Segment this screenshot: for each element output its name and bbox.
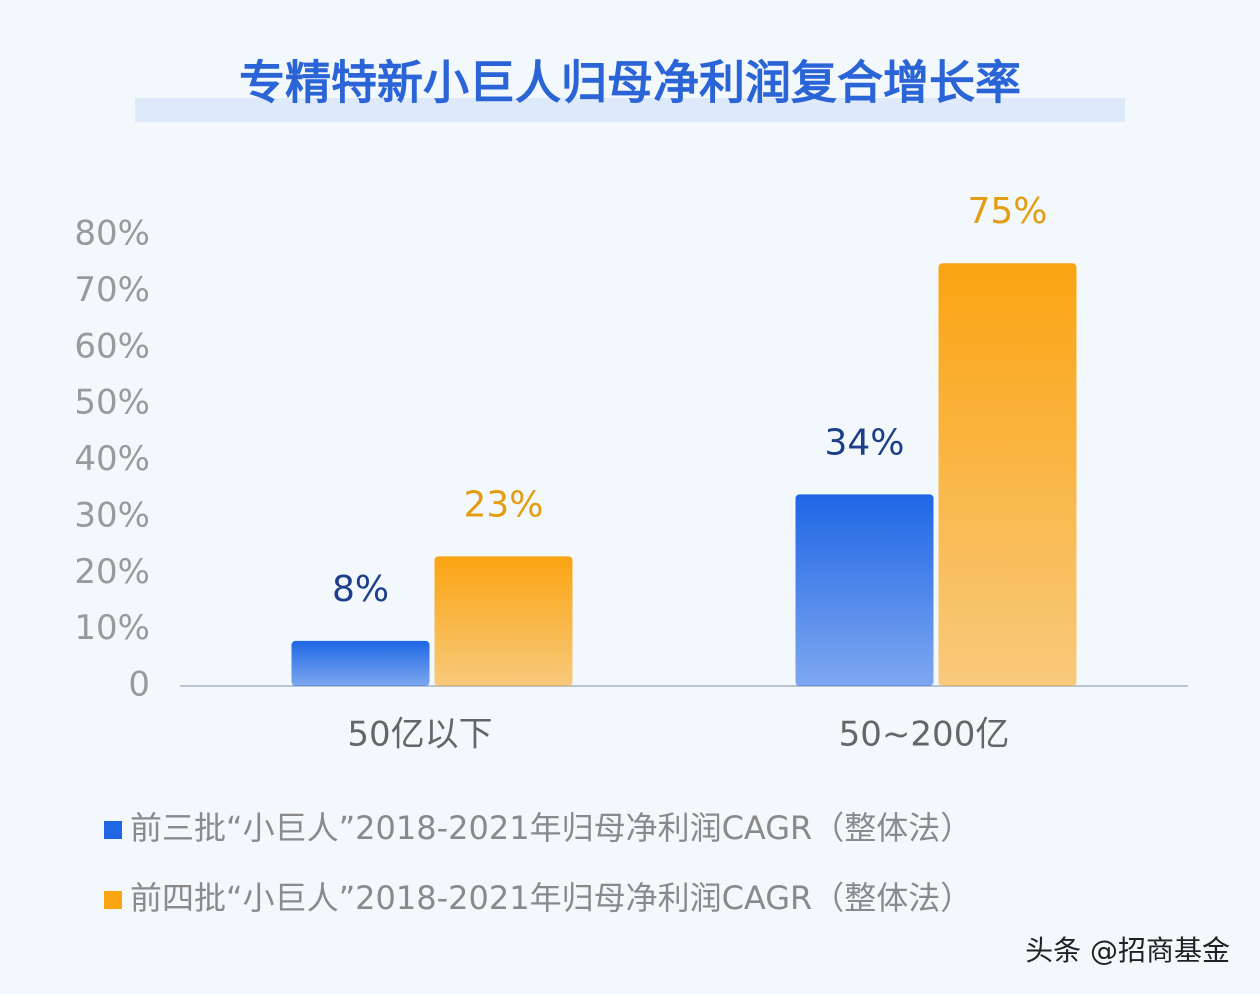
legend-label: 前四批“小巨人”2018-2021年归母净利润CAGR（整体法） [130,879,972,917]
bar [938,263,1077,686]
title-band [135,98,1125,122]
value-label: 34% [824,422,904,463]
legend-swatch [104,891,122,909]
y-tick-label: 60% [74,326,150,366]
legend-label: 前三批“小巨人”2018-2021年归母净利润CAGR（整体法） [130,809,972,847]
y-tick-label: 10% [74,608,150,648]
bar [795,494,934,686]
y-tick-label: 0 [128,665,150,705]
y-tick-label: 70% [74,270,150,310]
legend-swatch [104,821,122,839]
bar [291,640,430,686]
y-tick-label: 30% [74,495,150,535]
value-label: 75% [967,191,1047,232]
y-tick-label: 80% [74,214,150,254]
x-tick-label: 50亿以下 [347,715,492,755]
bar [434,556,573,686]
y-tick-label: 50% [74,383,150,423]
value-label: 8% [332,569,389,610]
x-tick-label: 50~200亿 [839,715,1010,755]
value-label: 23% [463,484,543,525]
chart-title: 专精特新小巨人归母净利润复合增长率 [239,56,1021,110]
y-tick-label: 20% [74,552,150,592]
watermark: 头条 @招商基金 [1025,934,1230,967]
y-tick-label: 40% [74,439,150,479]
